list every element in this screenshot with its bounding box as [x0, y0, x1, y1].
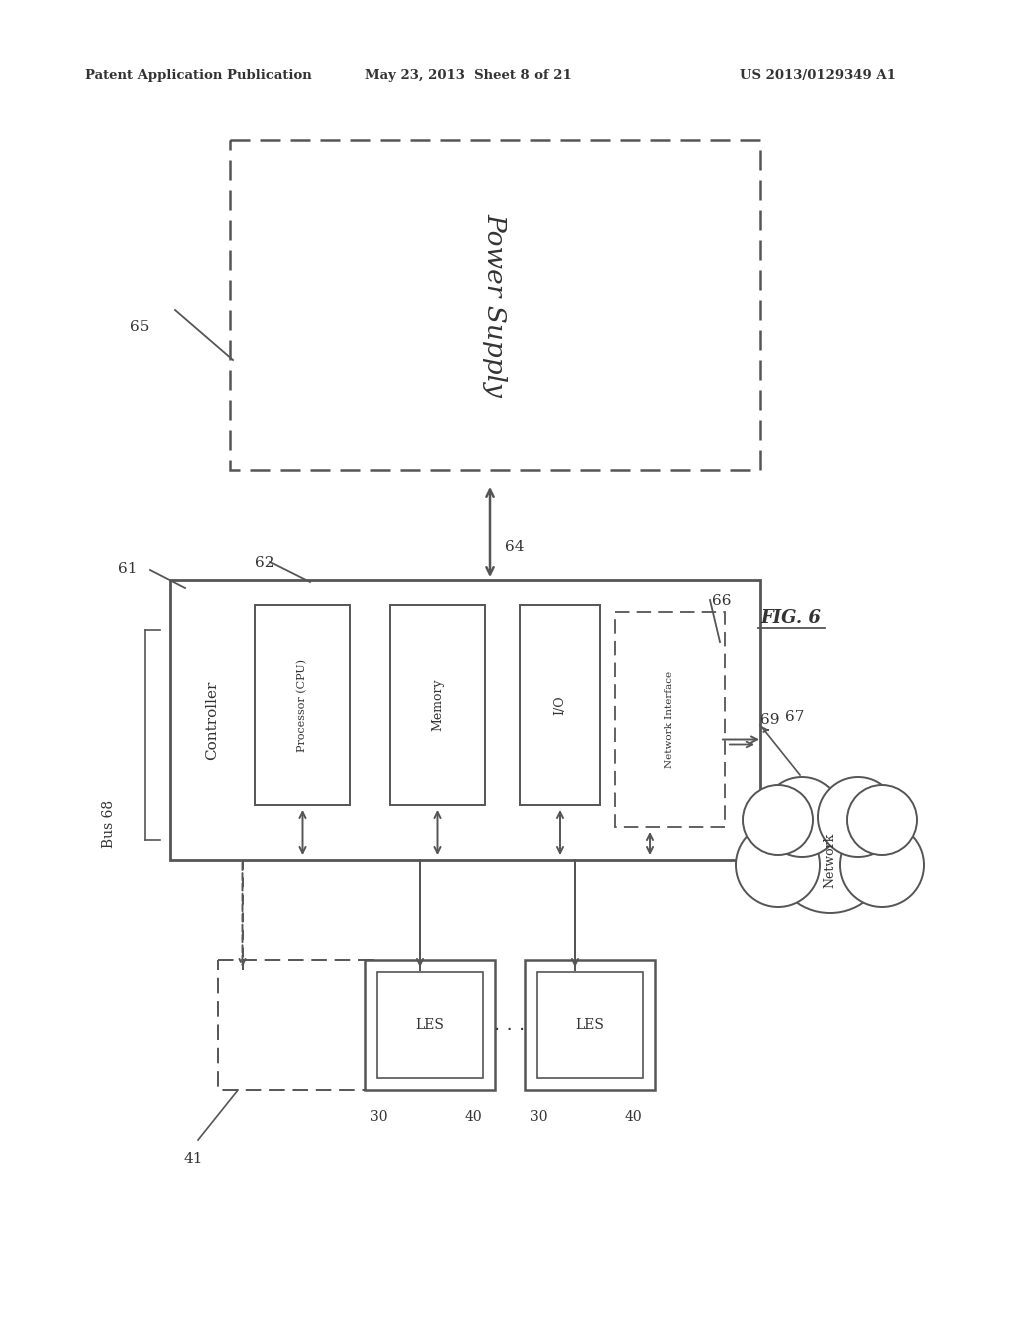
Text: 41: 41: [183, 1152, 203, 1166]
FancyBboxPatch shape: [230, 140, 760, 470]
Text: 69: 69: [760, 713, 779, 727]
Circle shape: [736, 822, 820, 907]
Text: 30: 30: [370, 1110, 387, 1125]
Text: Network: Network: [823, 833, 837, 887]
Text: . . .: . . .: [495, 1015, 525, 1035]
Circle shape: [743, 785, 813, 855]
FancyBboxPatch shape: [390, 605, 485, 805]
Text: 30: 30: [530, 1110, 548, 1125]
Text: May 23, 2013  Sheet 8 of 21: May 23, 2013 Sheet 8 of 21: [365, 69, 571, 82]
Text: 40: 40: [465, 1110, 482, 1125]
Text: 64: 64: [505, 540, 524, 554]
FancyBboxPatch shape: [520, 605, 600, 805]
Text: 40: 40: [625, 1110, 643, 1125]
Text: Bus 68: Bus 68: [102, 800, 116, 849]
Text: 67: 67: [785, 710, 805, 723]
FancyBboxPatch shape: [170, 579, 760, 861]
Text: Network Interface: Network Interface: [666, 671, 675, 768]
Text: I/O: I/O: [554, 696, 566, 715]
FancyBboxPatch shape: [615, 612, 725, 828]
Text: 61: 61: [118, 562, 137, 576]
FancyBboxPatch shape: [255, 605, 350, 805]
Circle shape: [818, 777, 898, 857]
Text: Memory: Memory: [431, 678, 444, 731]
Text: Power Supply: Power Supply: [482, 213, 508, 397]
FancyBboxPatch shape: [218, 960, 373, 1090]
Text: LES: LES: [416, 1018, 444, 1032]
Text: 66: 66: [712, 594, 731, 609]
Text: LES: LES: [575, 1018, 604, 1032]
FancyBboxPatch shape: [377, 972, 483, 1078]
Text: 65: 65: [130, 319, 150, 334]
Text: US 2013/0129349 A1: US 2013/0129349 A1: [740, 69, 896, 82]
Circle shape: [772, 797, 888, 913]
Text: Patent Application Publication: Patent Application Publication: [85, 69, 311, 82]
Circle shape: [762, 777, 842, 857]
Circle shape: [840, 822, 924, 907]
Text: Controller: Controller: [205, 680, 219, 760]
Text: FIG. 6: FIG. 6: [760, 609, 821, 627]
Circle shape: [847, 785, 918, 855]
FancyBboxPatch shape: [537, 972, 643, 1078]
Text: Processor (CPU): Processor (CPU): [297, 659, 307, 751]
FancyBboxPatch shape: [365, 960, 495, 1090]
FancyBboxPatch shape: [525, 960, 655, 1090]
Text: 62: 62: [255, 556, 274, 570]
